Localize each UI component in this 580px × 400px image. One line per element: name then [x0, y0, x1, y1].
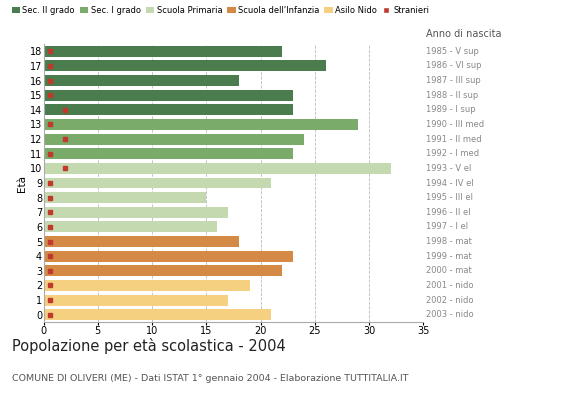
Text: 1990 - III med: 1990 - III med [426, 120, 484, 129]
Text: 1989 - I sup: 1989 - I sup [426, 105, 476, 114]
Text: 1994 - IV el: 1994 - IV el [426, 178, 474, 188]
Text: 2003 - nido: 2003 - nido [426, 310, 474, 319]
Bar [44, 280, 250, 291]
Text: 1991 - II med: 1991 - II med [426, 135, 482, 144]
Bar [44, 75, 239, 86]
Bar [44, 222, 217, 232]
Text: 1986 - VI sup: 1986 - VI sup [426, 62, 482, 70]
Bar [44, 119, 358, 130]
Bar [44, 163, 391, 174]
Bar [44, 178, 271, 188]
Text: 1998 - mat: 1998 - mat [426, 237, 472, 246]
Bar [44, 294, 228, 306]
Bar [44, 104, 293, 115]
Text: COMUNE DI OLIVERI (ME) - Dati ISTAT 1° gennaio 2004 - Elaborazione TUTTITALIA.IT: COMUNE DI OLIVERI (ME) - Dati ISTAT 1° g… [12, 374, 408, 383]
Text: Popolazione per età scolastica - 2004: Popolazione per età scolastica - 2004 [12, 338, 285, 354]
Text: 2001 - nido: 2001 - nido [426, 281, 474, 290]
Bar [44, 46, 282, 57]
Text: 1999 - mat: 1999 - mat [426, 252, 472, 261]
Text: Anno di nascita: Anno di nascita [426, 29, 502, 39]
Text: 2002 - nido: 2002 - nido [426, 296, 474, 304]
Text: 1996 - II el: 1996 - II el [426, 208, 471, 217]
Bar [44, 192, 206, 203]
Legend: Sec. II grado, Sec. I grado, Scuola Primaria, Scuola dell'Infanzia, Asilo Nido, : Sec. II grado, Sec. I grado, Scuola Prim… [10, 4, 431, 16]
Text: 1997 - I el: 1997 - I el [426, 222, 469, 231]
Text: 1993 - V el: 1993 - V el [426, 164, 472, 173]
Text: 1992 - I med: 1992 - I med [426, 149, 480, 158]
Bar [44, 236, 239, 247]
Bar [44, 134, 304, 144]
Text: 2000 - mat: 2000 - mat [426, 266, 472, 275]
Bar [44, 60, 326, 72]
Text: 1988 - II sup: 1988 - II sup [426, 91, 478, 100]
Bar [44, 251, 293, 262]
Bar [44, 309, 271, 320]
Bar [44, 207, 228, 218]
Bar [44, 90, 293, 101]
Bar [44, 148, 293, 159]
Text: 1985 - V sup: 1985 - V sup [426, 47, 479, 56]
Text: 1987 - III sup: 1987 - III sup [426, 76, 481, 85]
Text: 1995 - III el: 1995 - III el [426, 193, 473, 202]
Y-axis label: Età: Età [17, 174, 27, 192]
Bar [44, 265, 282, 276]
